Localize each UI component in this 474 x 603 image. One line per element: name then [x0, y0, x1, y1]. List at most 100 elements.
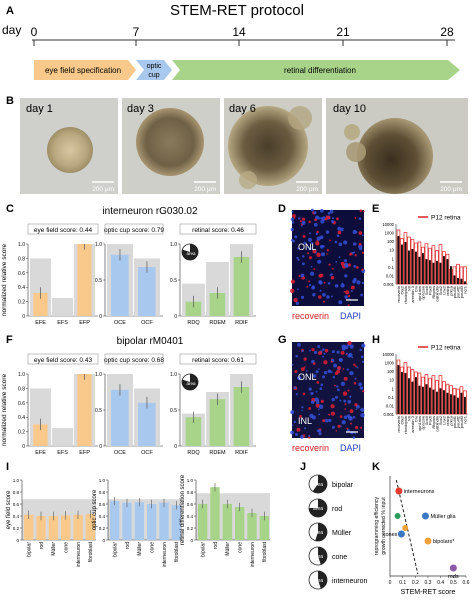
tick-label: 0.6: [187, 502, 194, 507]
gene-label: Sox9: [424, 415, 429, 425]
bar: [185, 417, 202, 446]
bar: [457, 278, 459, 284]
bar: [464, 396, 466, 414]
tick-label: 0.4: [18, 285, 25, 291]
timeline-tick-label: 28: [440, 25, 454, 39]
bar: [134, 502, 144, 540]
panel-c-letter: C: [6, 203, 14, 215]
tick-label: 0.8: [18, 256, 25, 262]
bar: [460, 278, 463, 284]
area-pie-fill: [315, 523, 327, 541]
bar: [411, 381, 414, 414]
cell-type-label: cone: [332, 554, 347, 561]
category-label: rod: [213, 542, 219, 549]
bar: [247, 513, 257, 540]
bar: [401, 371, 403, 414]
point-label: cones: [383, 532, 398, 538]
data-point: [395, 487, 403, 495]
tick-label: 0.001: [384, 282, 395, 287]
bar-label: EFP: [79, 450, 90, 456]
tick-label: 0.2: [412, 580, 419, 586]
gene-label: Otx2: [399, 415, 404, 424]
legend-recoverin-g: recoverin: [292, 443, 329, 453]
tick-label: 0.8: [187, 490, 194, 495]
tick-label: 0.8: [99, 490, 106, 495]
xlabel: STEM-RET score: [401, 589, 456, 596]
gene-label: recoverin: [396, 416, 401, 432]
bar: [443, 256, 445, 284]
bar: [209, 292, 226, 316]
bar: [411, 249, 414, 284]
organoid-image-day3: day 3 200 μm: [122, 98, 220, 194]
score-box: [179, 353, 257, 365]
tick-label: 1: [392, 386, 395, 391]
bar: [85, 514, 95, 540]
bar: [432, 389, 435, 414]
organoid-image-day1: day 1 200 μm: [20, 98, 118, 194]
background-band: [108, 499, 182, 540]
category-label: rod: [125, 542, 131, 549]
gene-label: opn1mw: [417, 286, 422, 301]
tick-label: 0.5: [170, 408, 177, 414]
bar: [422, 386, 424, 414]
bar-label: RDIF: [235, 320, 248, 326]
score-label: eye field score: 0.43: [34, 357, 93, 364]
background-band: [22, 499, 96, 540]
bar: [439, 262, 442, 284]
ylabel: reprogramming efficiency: [374, 497, 380, 556]
bar: [464, 281, 466, 284]
bar: [24, 514, 34, 540]
panel-k: K reprogramming efficiency growth correct…: [372, 461, 470, 596]
area-pie-fill: [182, 243, 199, 260]
cell-type-label: bipolar: [332, 482, 354, 489]
ylabel: retinal differentiation score: [180, 474, 186, 545]
tick-label: 0: [102, 538, 105, 543]
gene-label: Pax6: [427, 285, 432, 295]
bar: [397, 365, 400, 414]
tick-label: 0: [22, 444, 25, 450]
gene-label: crabp: [445, 415, 450, 426]
bar-label: OCF: [141, 320, 153, 326]
image-label-day6: day 6: [229, 103, 256, 115]
gene-label: arrestin 3: [410, 415, 415, 432]
bar: [159, 502, 169, 540]
trend-line: [395, 479, 419, 575]
image-label-day10: day 10: [333, 103, 366, 115]
area-label: area: [186, 381, 196, 386]
tick-label: 0.4: [99, 514, 106, 519]
bar-label: EFE: [35, 450, 46, 456]
tick-label: 0.6: [13, 502, 20, 507]
tick-label: 1.0: [95, 372, 102, 378]
bar: [404, 373, 407, 414]
bar: [36, 516, 46, 540]
tick-label: 100: [387, 369, 395, 374]
tick-label: 0: [389, 580, 392, 586]
tick-label: 1.0: [187, 478, 194, 483]
bar: [425, 259, 428, 284]
panel-d: D ONL recoverin DAPI: [278, 203, 366, 321]
gene-label: Crx: [413, 286, 418, 292]
bar: [110, 501, 120, 540]
gene-label: Sox9: [424, 285, 429, 295]
scalebar-day6: 200 μm: [296, 186, 318, 193]
inl-label-g: INL: [298, 416, 312, 426]
bar: [446, 259, 449, 284]
tick-label: 1.0: [13, 478, 20, 483]
bar: [429, 387, 431, 414]
bar-label: RDEM: [209, 320, 226, 326]
panel-i-letter: I: [6, 461, 9, 473]
bar: [147, 504, 157, 540]
tick-label: 0.6: [463, 580, 470, 586]
tick-label: 10000: [382, 352, 394, 357]
tick-label: 100: [387, 239, 395, 244]
timeline-tick-label: 21: [336, 25, 350, 39]
bar: [138, 267, 156, 316]
bar: [408, 250, 410, 284]
bar: [418, 256, 421, 284]
ylabel: optic cup score: [92, 489, 98, 530]
day-label: day: [2, 23, 21, 37]
panel-c-title: interneuron rG030.02: [102, 206, 198, 217]
bar: [460, 392, 463, 414]
category-label: bipolar: [26, 542, 32, 557]
tick-label: 0.4: [13, 514, 20, 519]
